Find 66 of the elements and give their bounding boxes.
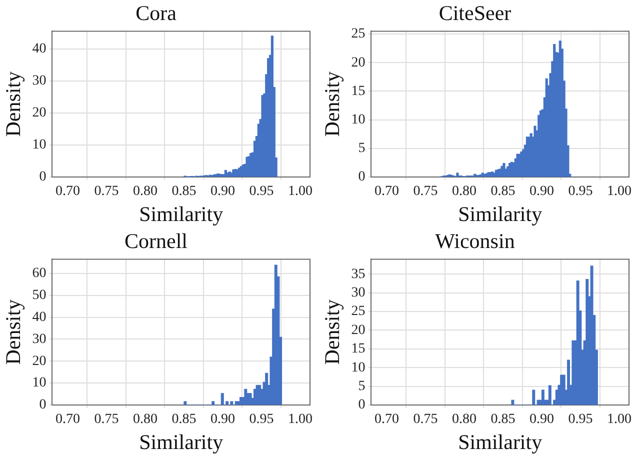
x-tick-label: 0.95 <box>249 184 274 200</box>
y-axis-title: Density <box>1 298 26 365</box>
y-tick-label: 30 <box>351 286 366 301</box>
y-tick-label: 50 <box>32 288 46 304</box>
y-tick-label: 5 <box>358 141 366 156</box>
y-tick-label: 30 <box>32 74 46 89</box>
y-tick-label: 15 <box>351 342 366 357</box>
x-tick-label: 0.75 <box>94 412 119 428</box>
y-tick-label: 25 <box>351 304 366 320</box>
y-tick-label: 25 <box>351 26 366 42</box>
y-tick-label: 0 <box>358 398 366 413</box>
y-tick-label: 10 <box>32 376 46 391</box>
x-tick-label: 0.75 <box>413 184 438 200</box>
x-tick-label: 0.90 <box>530 184 554 200</box>
x-tick-label: 0.85 <box>172 184 196 200</box>
x-tick-label: 1.00 <box>288 412 313 428</box>
x-tick-label: 0.90 <box>210 412 236 428</box>
x-tick-label: 0.80 <box>132 184 158 200</box>
y-tick-label: 20 <box>351 55 366 70</box>
x-tick-label: 0.90 <box>530 412 554 428</box>
x-tick-label: 1.00 <box>288 184 313 200</box>
y-tick-label: 40 <box>32 41 46 56</box>
x-axis-title: Similarity <box>458 202 543 226</box>
chart-title: Cornell <box>124 229 188 254</box>
x-tick-label: 0.70 <box>374 184 399 200</box>
x-tick-label: 0.85 <box>172 412 196 428</box>
x-tick-label: 0.75 <box>413 412 438 428</box>
y-tick-label: 10 <box>351 112 366 128</box>
x-tick-label: 0.95 <box>568 184 593 200</box>
x-tick-label: 0.95 <box>249 412 274 428</box>
y-axis-title: Density <box>320 70 344 137</box>
y-tick-label: 5 <box>358 378 366 394</box>
y-tick-label: 0 <box>39 398 46 413</box>
x-tick-label: 0.85 <box>490 184 516 200</box>
x-tick-label: 1.00 <box>607 184 632 200</box>
x-tick-label: 0.75 <box>94 184 119 200</box>
chart-title: Wiconsin <box>435 229 516 254</box>
x-tick-label: 0.70 <box>374 412 399 428</box>
chart-title: CiteSeer <box>438 1 512 26</box>
chart-title: Cora <box>136 1 178 26</box>
x-axis-title: Similarity <box>139 430 224 454</box>
y-tick-label: 20 <box>351 322 366 338</box>
x-tick-label: 0.70 <box>55 412 80 428</box>
y-tick-label: 0 <box>39 170 46 185</box>
y-tick-label: 60 <box>32 266 46 282</box>
y-axis-title: Density <box>320 298 344 365</box>
x-tick-label: 0.85 <box>490 412 516 428</box>
y-tick-label: 30 <box>32 332 46 347</box>
x-tick-label: 0.95 <box>568 412 593 428</box>
y-tick-label: 40 <box>32 310 46 325</box>
y-tick-label: 35 <box>351 266 366 282</box>
y-axis-title: Density <box>1 70 26 137</box>
x-axis-title: Similarity <box>458 430 543 454</box>
x-tick-label: 0.80 <box>452 184 476 200</box>
x-tick-label: 0.80 <box>132 412 158 428</box>
y-tick-label: 20 <box>32 354 46 369</box>
x-tick-label: 0.70 <box>55 184 80 200</box>
x-tick-label: 0.80 <box>452 412 476 428</box>
x-tick-label: 1.00 <box>607 412 632 428</box>
y-tick-label: 20 <box>32 106 46 121</box>
x-tick-label: 0.90 <box>210 184 236 200</box>
y-tick-label: 10 <box>32 138 46 153</box>
y-tick-label: 15 <box>351 84 366 99</box>
y-tick-label: 0 <box>358 170 366 185</box>
y-tick-label: 10 <box>351 360 366 376</box>
x-axis-title: Similarity <box>139 202 224 226</box>
